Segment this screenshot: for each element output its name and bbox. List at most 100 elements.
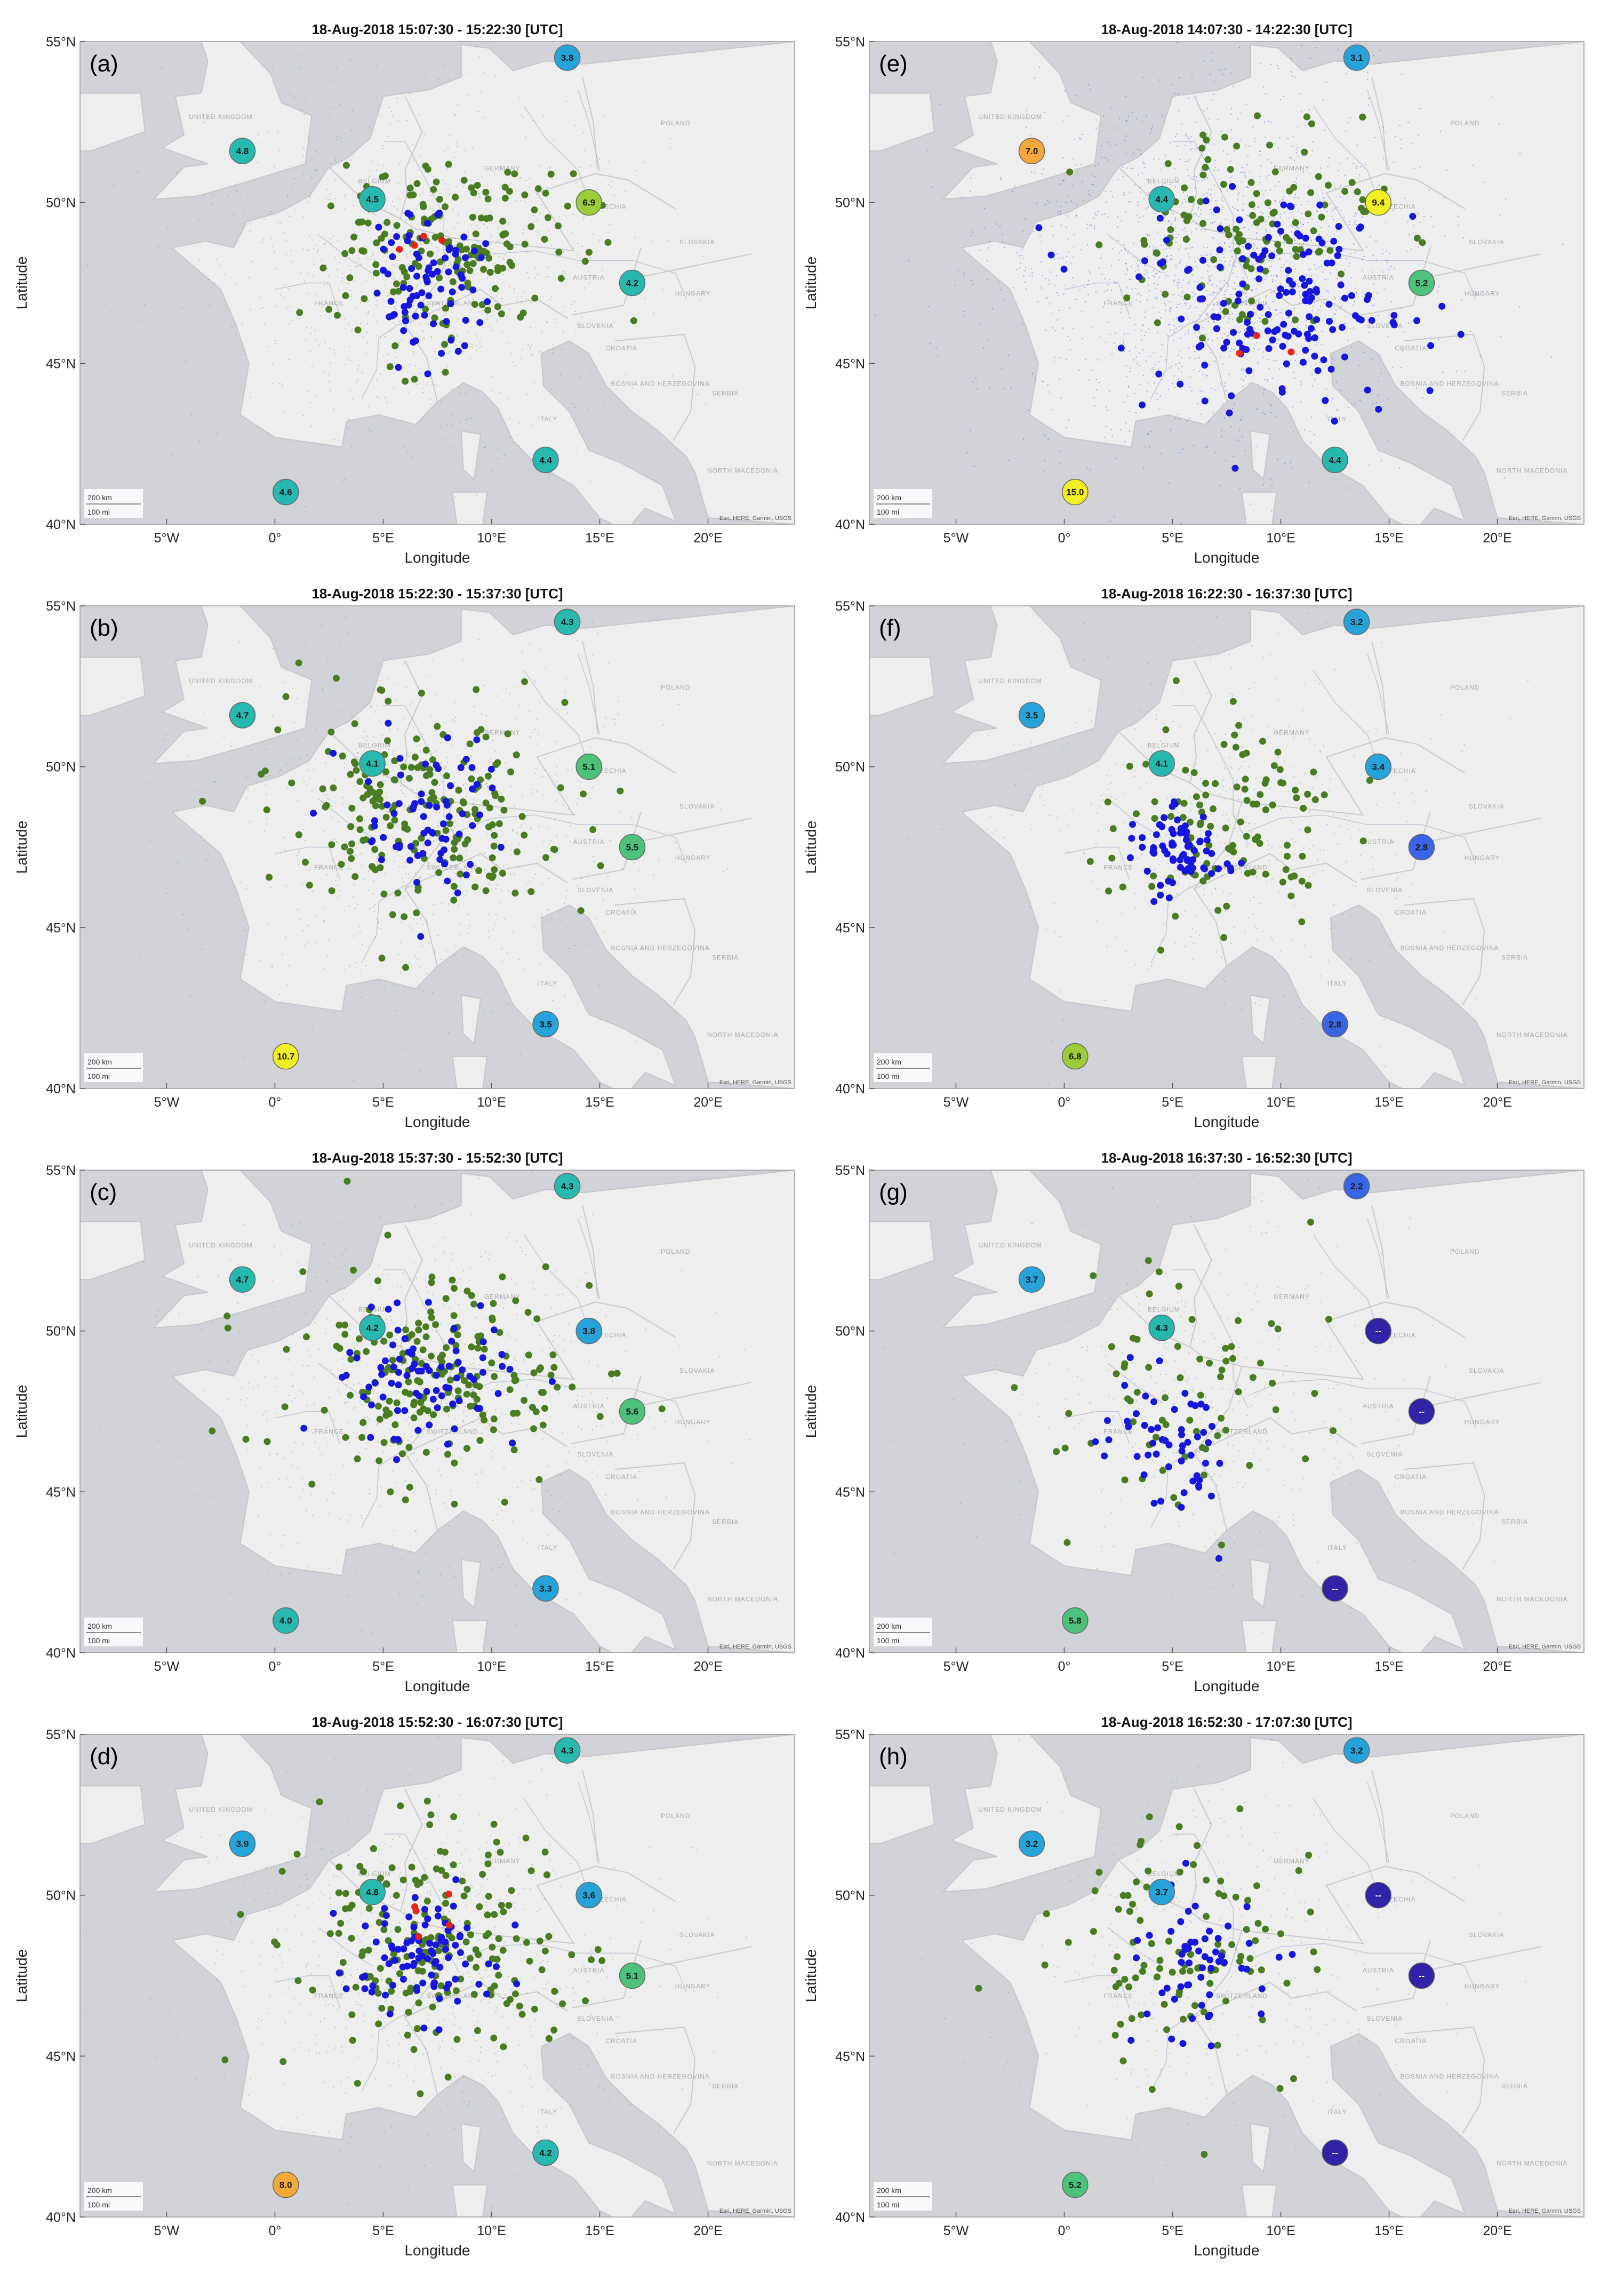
flash-point — [1356, 144, 1358, 146]
blue-point — [369, 837, 376, 844]
flash-point — [1300, 204, 1302, 205]
y-tick-label: 50°N — [835, 196, 865, 211]
flash-point — [1156, 718, 1158, 720]
green-point — [469, 213, 476, 221]
bubble-marker — [359, 186, 386, 213]
flash-point — [371, 853, 373, 854]
flash-point — [1189, 803, 1191, 804]
flash-point — [548, 827, 550, 829]
flash-point — [510, 873, 512, 875]
green-point — [484, 195, 492, 203]
flash-point — [1190, 149, 1192, 150]
flash-point — [1147, 299, 1148, 301]
flash-point — [1209, 294, 1211, 296]
flash-point — [555, 780, 557, 782]
flash-point — [397, 182, 399, 184]
flash-point — [1071, 808, 1073, 810]
green-point — [1225, 231, 1233, 238]
flash-point — [526, 393, 528, 395]
flash-point — [1294, 197, 1295, 198]
flash-point — [1385, 221, 1387, 223]
green-point — [1203, 137, 1210, 144]
flash-point — [1179, 418, 1180, 420]
flash-point — [599, 158, 601, 160]
flash-point — [1224, 261, 1226, 263]
flash-point — [1219, 224, 1220, 226]
blue-point — [1274, 220, 1281, 228]
flash-point — [451, 311, 453, 314]
green-point — [506, 188, 513, 195]
map-place-label: NORTH MACEDONIA — [1497, 467, 1567, 474]
flash-point — [1220, 223, 1222, 225]
flash-point — [562, 270, 564, 273]
flash-point — [1293, 776, 1295, 778]
flash-point — [633, 950, 635, 951]
flash-point — [1089, 379, 1090, 381]
flash-point — [1122, 305, 1124, 306]
flash-point — [486, 227, 489, 229]
flash-point — [514, 687, 516, 689]
flash-point — [542, 882, 543, 884]
flash-point — [1049, 303, 1051, 305]
map-attribution: Esri, HERE, Garmin, USGS — [719, 1079, 791, 1086]
flash-point — [1321, 301, 1323, 303]
flash-point — [611, 718, 613, 719]
flash-point — [1229, 757, 1230, 758]
flash-point — [469, 358, 471, 360]
flash-point — [575, 450, 577, 451]
blue-point — [1320, 356, 1327, 364]
flash-point — [415, 286, 417, 288]
green-point — [1221, 133, 1228, 141]
flash-point — [324, 371, 326, 373]
map-attribution: Esri, HERE, Garmin, USGS — [1509, 515, 1581, 522]
flash-point — [300, 919, 301, 921]
flash-point — [412, 143, 414, 145]
flash-point — [176, 171, 178, 173]
flash-point — [508, 286, 510, 287]
flash-point — [292, 615, 293, 617]
blue-point — [1311, 334, 1318, 341]
flash-point — [409, 723, 410, 724]
flash-point — [315, 244, 317, 246]
flash-point — [452, 718, 454, 721]
green-point — [327, 729, 335, 736]
flash-point — [367, 310, 369, 313]
flash-point — [1197, 403, 1199, 405]
flash-point — [400, 785, 402, 787]
blue-point — [1269, 336, 1276, 343]
scale-bar-km: 200 km — [877, 493, 901, 502]
flash-point — [1221, 131, 1222, 132]
blue-point — [1268, 252, 1276, 260]
flash-point — [459, 235, 461, 237]
flash-point — [1001, 242, 1003, 243]
flash-point — [242, 19, 243, 20]
flash-point — [1262, 484, 1265, 486]
flash-point — [487, 820, 489, 822]
flash-point — [1237, 209, 1238, 211]
flash-point — [1170, 259, 1172, 260]
flash-point — [1270, 317, 1272, 319]
flash-point — [440, 742, 442, 744]
flash-point — [1354, 212, 1356, 214]
flash-point — [455, 945, 457, 947]
flash-point — [479, 196, 481, 198]
flash-point — [258, 134, 259, 135]
flash-point — [301, 109, 303, 111]
flash-point — [1233, 926, 1235, 928]
flash-point — [1181, 371, 1183, 373]
flash-point — [470, 225, 473, 226]
flash-point — [315, 150, 317, 152]
green-point — [501, 183, 509, 191]
flash-point — [531, 425, 533, 427]
flash-point — [1176, 317, 1178, 319]
flash-point — [1343, 217, 1345, 218]
flash-point — [1390, 193, 1391, 195]
flash-point — [516, 435, 518, 437]
flash-point — [274, 166, 275, 168]
flash-point — [1283, 196, 1284, 198]
flash-point — [1186, 169, 1188, 170]
flash-point — [1177, 303, 1179, 306]
blue-point — [395, 842, 403, 849]
flash-point — [1169, 247, 1170, 249]
